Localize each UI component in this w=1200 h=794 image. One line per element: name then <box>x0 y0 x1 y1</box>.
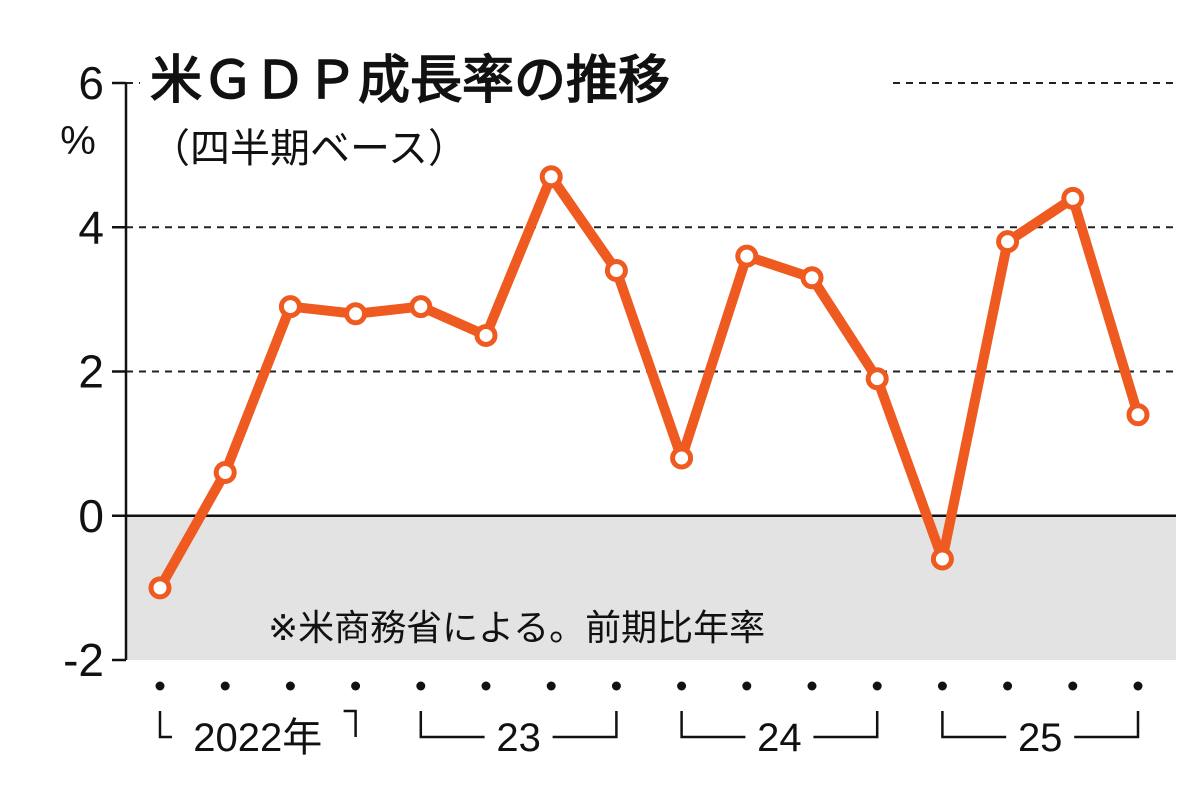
year-group: 23 <box>419 711 618 760</box>
year-label: 25 <box>1018 716 1063 760</box>
year-bracket <box>1074 711 1140 739</box>
y-tick-label: 6 <box>78 57 104 109</box>
quarter-dot <box>1003 681 1013 691</box>
year-group: 24 <box>680 711 879 760</box>
data-point <box>213 460 237 484</box>
quarter-dot <box>937 681 947 691</box>
data-point <box>539 165 563 189</box>
data-point <box>865 367 889 391</box>
data-point <box>735 244 759 268</box>
source-note: ※米商務省による。前期比年率 <box>268 608 765 649</box>
y-axis-unit: % <box>60 119 96 163</box>
year-bracket <box>680 711 746 739</box>
data-point <box>278 295 302 319</box>
data-point <box>344 302 368 326</box>
quarter-dot <box>481 681 491 691</box>
y-tick-label: 4 <box>78 201 104 253</box>
year-groups: 2022年 23 24 25 <box>158 709 1140 760</box>
y-tick-label: 2 <box>78 346 104 398</box>
quarter-dot <box>285 681 295 691</box>
data-point <box>1061 186 1085 210</box>
series-line-gdp <box>155 171 1143 593</box>
year-label: 24 <box>757 716 802 760</box>
year-bracket <box>419 711 485 739</box>
quarter-dot <box>872 681 882 691</box>
quarter-dot <box>611 681 621 691</box>
year-label: 23 <box>496 716 541 760</box>
data-point <box>800 266 824 290</box>
y-tick-label: -2 <box>63 634 104 686</box>
year-bracket <box>343 709 357 737</box>
year-bracket <box>158 711 172 739</box>
data-point <box>996 230 1020 254</box>
data-point <box>930 547 954 571</box>
quarter-dot <box>546 681 556 691</box>
data-point <box>409 295 433 319</box>
data-point <box>670 446 694 470</box>
quarter-dot <box>1133 681 1143 691</box>
quarter-markers <box>155 681 1143 691</box>
year-group: 2022年 <box>158 709 357 760</box>
quarter-dot <box>351 681 361 691</box>
title-backdrop <box>140 34 888 118</box>
y-tick-labels: 6 4 2 0 -2 <box>63 57 104 686</box>
year-group: 25 <box>941 711 1140 760</box>
quarter-dot <box>677 681 687 691</box>
quarter-dot <box>807 681 817 691</box>
quarter-dot <box>1068 681 1078 691</box>
data-point <box>148 576 172 600</box>
chart-subtitle: （四半期ベース） <box>150 126 468 172</box>
y-tick-label: 0 <box>78 490 104 542</box>
quarter-dot <box>742 681 752 691</box>
year-bracket <box>552 711 618 739</box>
year-label: 2022年 <box>193 716 322 760</box>
year-bracket <box>813 711 879 739</box>
data-point <box>1126 403 1150 427</box>
data-point <box>604 259 628 283</box>
negative-region-shade <box>126 515 1176 660</box>
quarter-dot <box>220 681 230 691</box>
y-axis <box>112 81 128 662</box>
quarter-dot <box>416 681 426 691</box>
series-points <box>148 165 1150 600</box>
quarter-dot <box>155 681 165 691</box>
chart-title: 米ＧＤＰ成長率の推移 <box>150 51 670 111</box>
year-bracket <box>941 711 1007 739</box>
data-point <box>474 323 498 347</box>
